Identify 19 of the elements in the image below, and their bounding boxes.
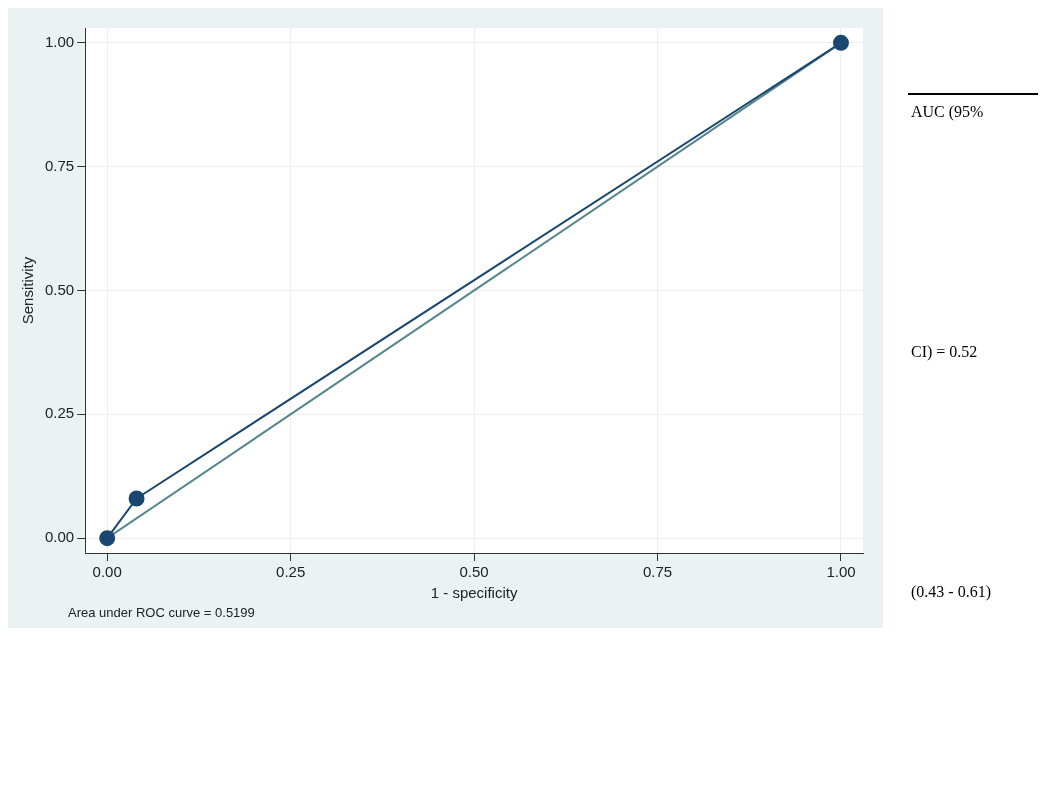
point <box>99 530 116 547</box>
x-tick-label: 0.75 <box>642 563 673 581</box>
x-tick-label: 0.50 <box>459 563 489 581</box>
y-tick-label: 0.25 <box>44 404 75 422</box>
y-tick-label: 0.50 <box>44 280 75 298</box>
x-tick-label: 0.25 <box>276 563 306 581</box>
text: CI) = 0.52 <box>911 343 978 361</box>
point <box>128 490 145 507</box>
point <box>832 34 849 51</box>
text: AUC (95% <box>911 103 984 121</box>
text: Area under ROC curve = 0.5199 <box>68 605 255 620</box>
y-tick-label: 0.00 <box>44 528 75 546</box>
y-axis-title: Sensitivity <box>19 256 37 325</box>
text: (0.43 - 0.61) <box>911 583 991 601</box>
x-axis-title: 1 - specificity <box>430 584 518 602</box>
x-tick-label: 1.00 <box>826 563 856 581</box>
x-tick-label: 0.00 <box>92 563 122 581</box>
y-tick-label: 0.75 <box>44 156 75 174</box>
y-tick-label: 1.00 <box>44 33 75 50</box>
